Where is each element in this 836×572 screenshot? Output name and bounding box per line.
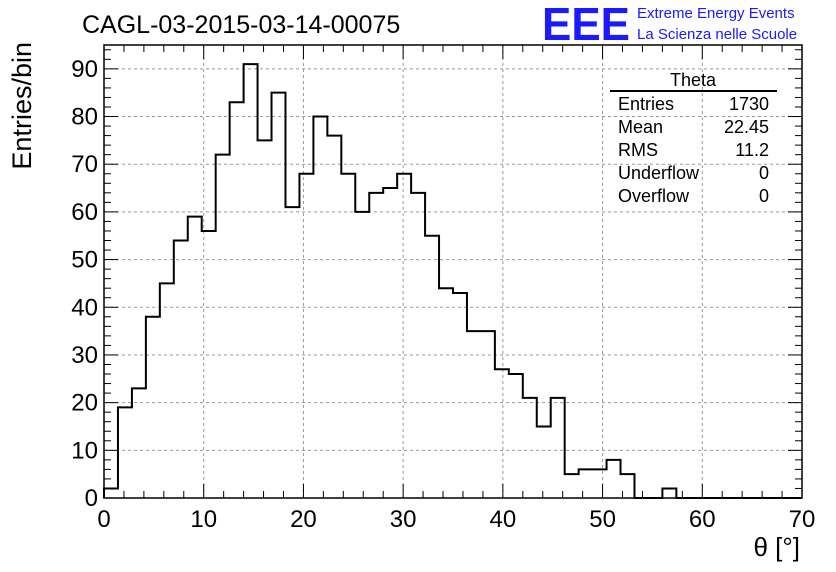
x-axis-label: θ [°] — [753, 532, 800, 562]
stats-row-value: 11.2 — [735, 140, 769, 160]
grid-lines — [104, 45, 802, 498]
stats-row-value: 22.45 — [724, 117, 769, 137]
y-tick-label: 10 — [71, 437, 98, 464]
x-tick-label: 60 — [689, 506, 716, 533]
stats-row-value: 0 — [759, 186, 769, 206]
x-tick-label: 10 — [190, 506, 217, 533]
y-tick-label: 80 — [71, 104, 98, 131]
x-tick-label: 20 — [290, 506, 317, 533]
stats-row-label: RMS — [618, 140, 658, 160]
x-tick-label: 0 — [97, 506, 110, 533]
tick-labels: 0 10 20 30 40 50 60 70 0 10 20 30 40 50 60 70 80 90 — [71, 56, 815, 533]
y-tick-label: 90 — [71, 56, 98, 83]
stats-row-value: 1730 — [729, 94, 769, 114]
y-tick-label: 0 — [85, 485, 98, 512]
stats-box-title: Theta — [670, 70, 717, 90]
chart-title: CAGL-03-2015-03-14-00075 — [82, 11, 400, 39]
histogram-outline — [103, 63, 802, 499]
stats-row-label: Mean — [618, 117, 663, 137]
stats-row-label: Overflow — [618, 186, 690, 206]
y-tick-label: 30 — [71, 342, 98, 369]
logo-line2: La Scienza nelle Scuole — [637, 26, 797, 43]
y-tick-label: 70 — [71, 151, 98, 178]
logo-line1: Extreme Energy Events — [637, 5, 795, 22]
x-tick-label: 30 — [390, 506, 417, 533]
stats-box: Theta Entries 1730 Mean 22.45 RMS 11.2 Underfl… — [610, 70, 777, 206]
y-tick-label: 20 — [71, 390, 98, 417]
stats-row-label: Underflow — [618, 163, 700, 183]
y-tick-label: 60 — [71, 199, 98, 226]
axis-ticks — [103, 45, 803, 499]
stats-row-label: Entries — [618, 94, 674, 114]
y-tick-label: 40 — [71, 294, 98, 321]
histogram-bars — [103, 63, 802, 499]
plot-frame — [103, 44, 803, 499]
eee-logo: EEE Extreme Energy Events La Scienza nel… — [542, 0, 797, 50]
y-tick-label: 50 — [71, 247, 98, 274]
y-axis-label: Entries/bin — [7, 42, 37, 170]
x-tick-label: 50 — [589, 506, 616, 533]
x-tick-label: 70 — [789, 506, 816, 533]
stats-row-value: 0 — [759, 163, 769, 183]
logo-mark: EEE — [542, 0, 630, 50]
x-tick-label: 40 — [490, 506, 517, 533]
